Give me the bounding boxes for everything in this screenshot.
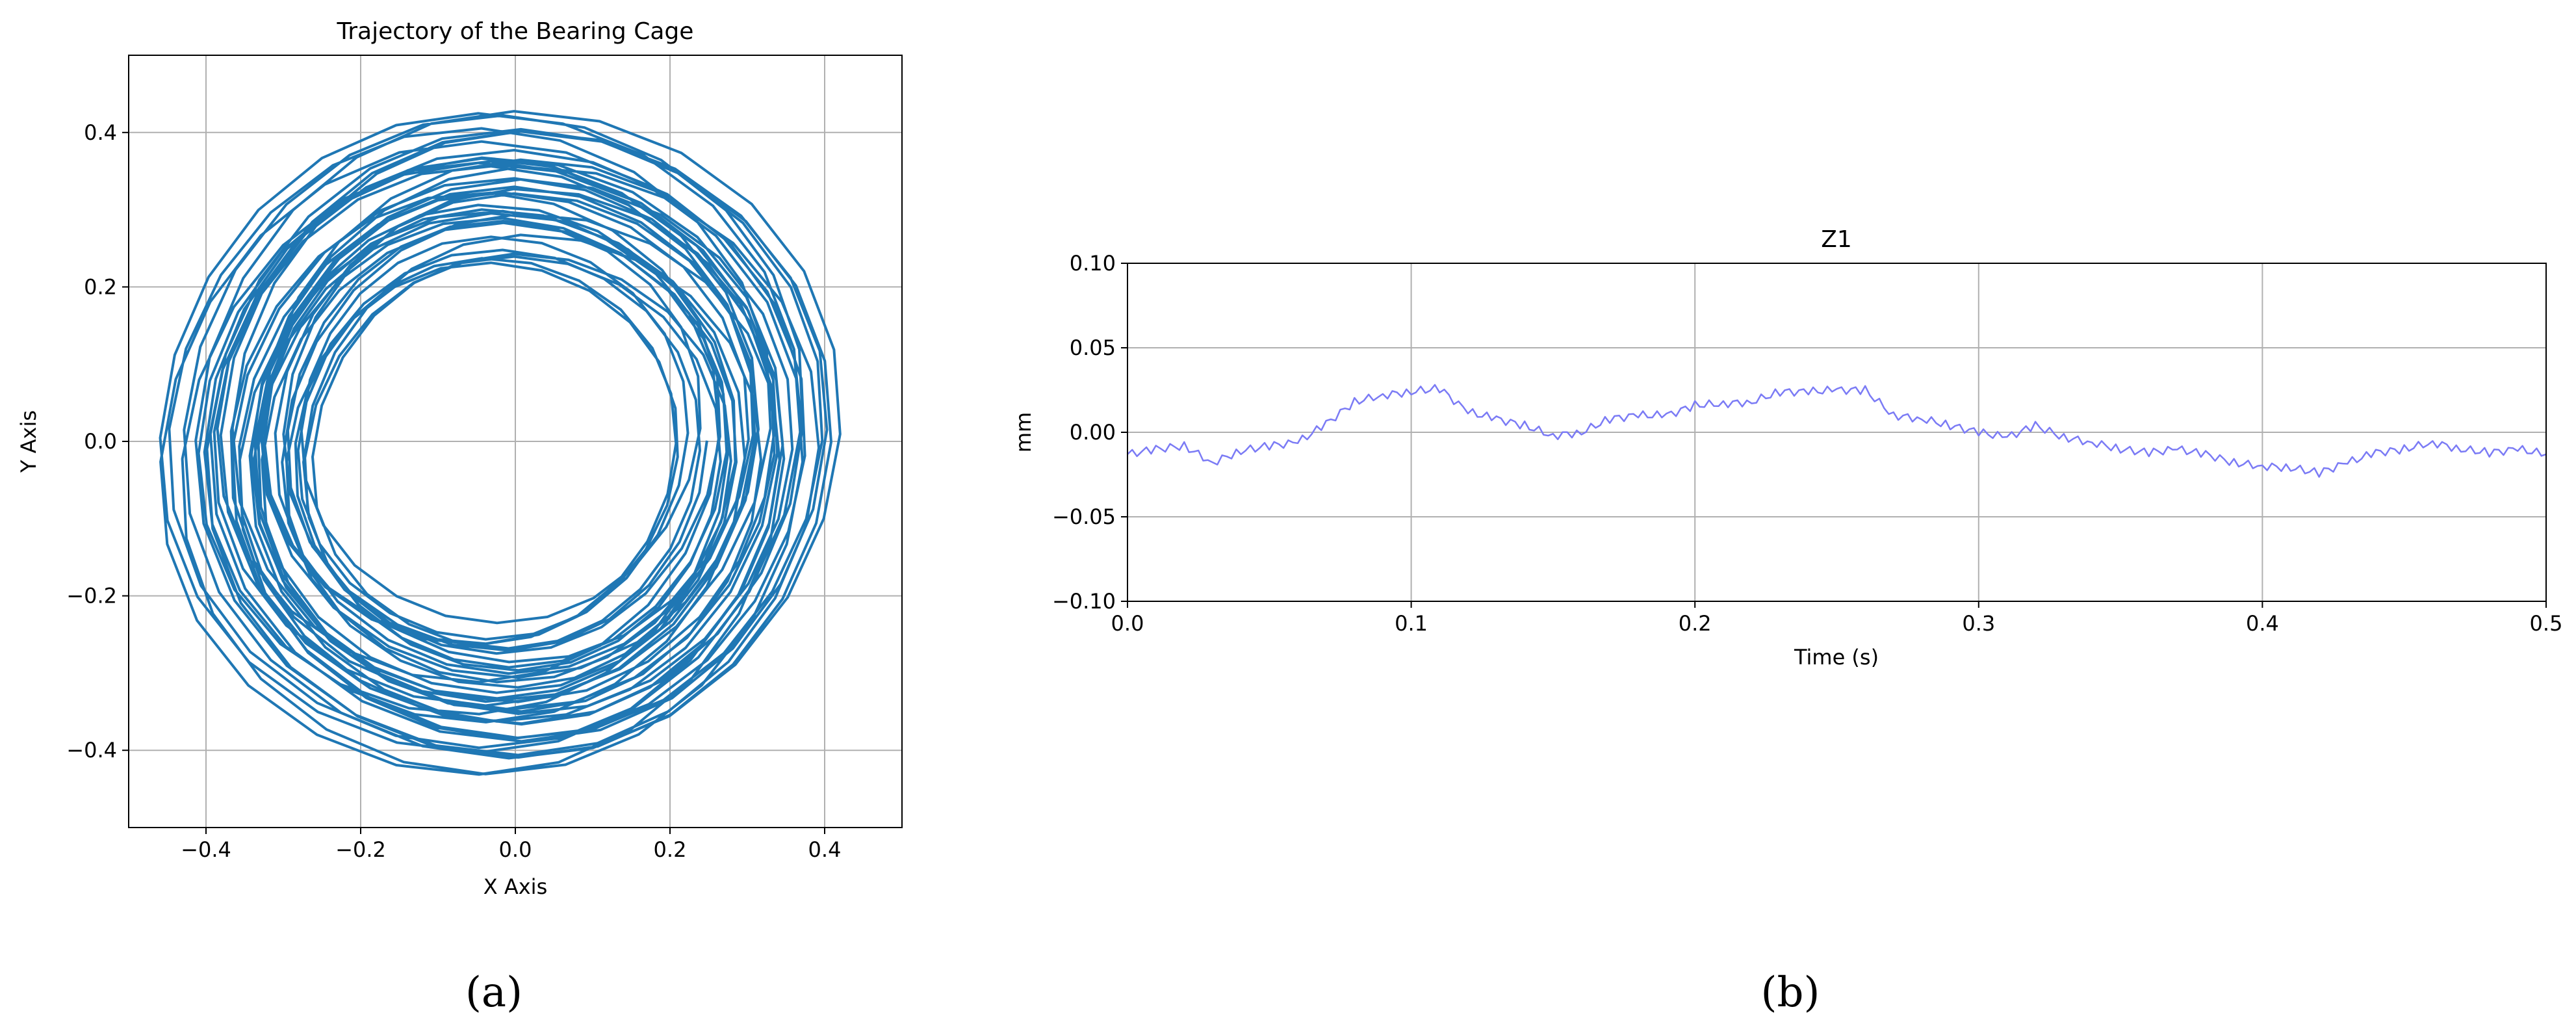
panel-a-x-tick-label: −0.4 xyxy=(181,837,231,862)
panel-a-y-tick-label: 0.0 xyxy=(84,429,117,454)
panel-b-y-tick-label: 0.10 xyxy=(1070,251,1116,276)
panel-b-z1-series-line xyxy=(1127,384,2547,478)
panel-a-trajectory-line-group xyxy=(159,110,842,776)
panel-b-x-tick-label: 0.2 xyxy=(1679,611,1712,636)
panel-a-y-axis-label: Y Axis xyxy=(16,410,41,473)
panel-b-y-tick-label: −0.10 xyxy=(1052,589,1116,614)
panel-a-y-ticks: −0.4 −0.2 0.0 0.2 0.4 xyxy=(66,120,129,763)
panel-b-y-tick-label: −0.05 xyxy=(1052,504,1116,529)
panel-a-x-tick-label: 0.0 xyxy=(499,837,532,862)
panel-a-x-tick-label: 0.4 xyxy=(808,837,842,862)
panel-a-y-tick-label: −0.2 xyxy=(66,584,117,608)
panel-b-x-tick-label: 0.3 xyxy=(1962,611,1995,636)
panel-b-y-ticks: −0.10 −0.05 0.00 0.05 0.10 xyxy=(1052,251,1127,614)
panel-b-title: Z1 xyxy=(1821,226,1852,253)
panel-a-x-axis-label: X Axis xyxy=(483,874,547,899)
panel-a-title: Trajectory of the Bearing Cage xyxy=(337,18,694,45)
panel-b-y-tick-label: 0.00 xyxy=(1070,420,1116,445)
panel-b-z1-chart: 0.0 0.1 0.2 0.3 0.4 0.5 −0.10 −0.05 0.00 0.05 0.1… xyxy=(1011,226,2562,1017)
panel-a-caption: (a) xyxy=(465,969,522,1017)
panel-a-trajectory-line xyxy=(159,110,842,776)
panel-a-y-tick-label: −0.4 xyxy=(66,738,117,763)
panel-b-x-tick-label: 0.0 xyxy=(1111,611,1144,636)
panel-b-x-axis-label: Time (s) xyxy=(1794,645,1879,670)
panel-b-caption: (b) xyxy=(1761,969,1820,1017)
panel-a-y-tick-label: 0.4 xyxy=(84,120,117,145)
panel-b-x-ticks: 0.0 0.1 0.2 0.3 0.4 0.5 xyxy=(1111,601,2563,636)
panel-b-x-tick-label: 0.4 xyxy=(2246,611,2279,636)
panel-b-x-tick-label: 0.1 xyxy=(1395,611,1428,636)
panel-b-y-axis-label: mm xyxy=(1011,412,1036,452)
panel-b-x-tick-label: 0.5 xyxy=(2530,611,2563,636)
panel-a-x-tick-label: 0.2 xyxy=(654,837,687,862)
panel-a-x-tick-label: −0.2 xyxy=(335,837,386,862)
panel-a-y-tick-label: 0.2 xyxy=(84,274,117,299)
panel-b-series-group xyxy=(1127,384,2547,478)
panel-b-y-tick-label: 0.05 xyxy=(1070,335,1116,360)
panel-a-x-ticks: −0.4 −0.2 0.0 0.2 0.4 xyxy=(181,828,841,862)
panel-a-trajectory-chart: −0.4 −0.2 0.0 0.2 0.4 −0.4 −0.2 0.0 0.2 0.4 Traj… xyxy=(16,18,903,1017)
